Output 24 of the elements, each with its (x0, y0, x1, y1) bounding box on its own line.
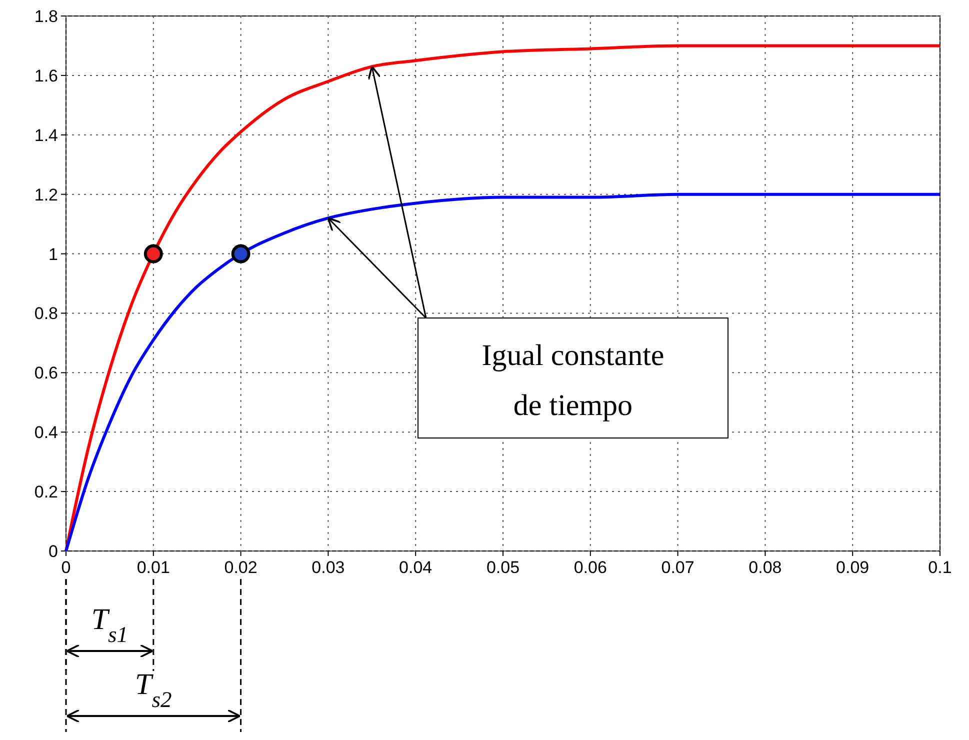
x-tick-label: 0.05 (486, 558, 520, 577)
x-tick-label: 0.07 (661, 558, 694, 577)
x-tick-label: 0 (61, 558, 71, 577)
x-tick-label: 0.1 (928, 558, 952, 577)
text: T$_{s2}$ (135, 668, 172, 712)
y-tick-label: 1 (48, 244, 58, 264)
x-tick-label: 0.06 (574, 558, 607, 577)
y-tick-label: 0.2 (34, 482, 58, 502)
y-tick-label: 0 (48, 542, 58, 561)
x-tick-label: 0.03 (312, 558, 345, 577)
y-tick-label: 1.4 (34, 126, 58, 145)
y-tick-label: 1.6 (34, 66, 58, 86)
y-tick-label: 1.8 (34, 7, 58, 26)
annotation: Igual constante de tiempo (482, 339, 664, 422)
x-tick-label: 0.09 (836, 558, 870, 577)
x-tick-label: 0.01 (136, 558, 170, 577)
text: T$_{s1}$ (91, 603, 128, 646)
y-tick-label: 0.8 (34, 304, 58, 324)
x-tick-label: 0.08 (748, 558, 782, 577)
y-tick-label: 0.6 (34, 364, 58, 383)
x-tick-label: 0.02 (224, 558, 258, 577)
y-tick-label: 1.2 (34, 185, 58, 204)
y-tick-label: 0.4 (34, 423, 58, 442)
x-tick-label: 0.04 (399, 558, 432, 577)
